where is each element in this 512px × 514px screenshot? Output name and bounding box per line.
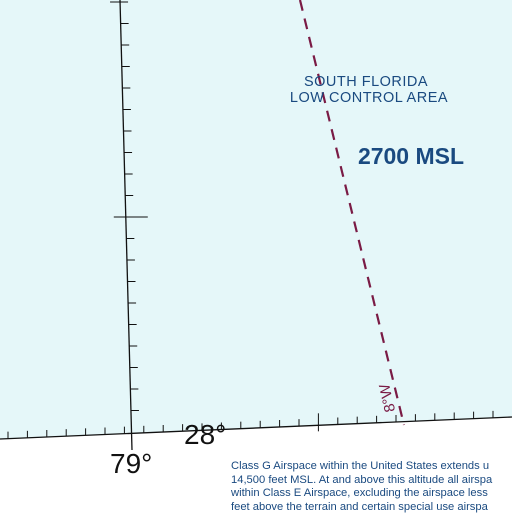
longitude-line bbox=[119, 0, 133, 451]
latitude-label: 28° bbox=[184, 419, 226, 450]
isogonic-label: 8°W bbox=[376, 381, 399, 413]
class-g-airspace-note: Class G Airspace within the United State… bbox=[231, 460, 512, 514]
isogonic-line bbox=[298, 0, 406, 426]
note-line: feet above the terrain and certain speci… bbox=[231, 500, 488, 513]
note-line: within Class E Airspace, excluding the a… bbox=[231, 487, 488, 500]
graticule-ticks bbox=[7, 1, 494, 439]
note-line: Class G Airspace within the United State… bbox=[231, 460, 490, 472]
longitude-label: 79° bbox=[110, 448, 152, 479]
water-area bbox=[0, 0, 512, 439]
altitude-label: 2700 MSL bbox=[358, 143, 464, 169]
note-line: 14,500 feet MSL. At and above this altit… bbox=[231, 473, 493, 486]
area-name-line-2: LOW CONTROL AREA bbox=[290, 90, 448, 106]
latitude-line bbox=[0, 416, 512, 440]
area-name-line-1: SOUTH FLORIDA bbox=[304, 74, 428, 90]
